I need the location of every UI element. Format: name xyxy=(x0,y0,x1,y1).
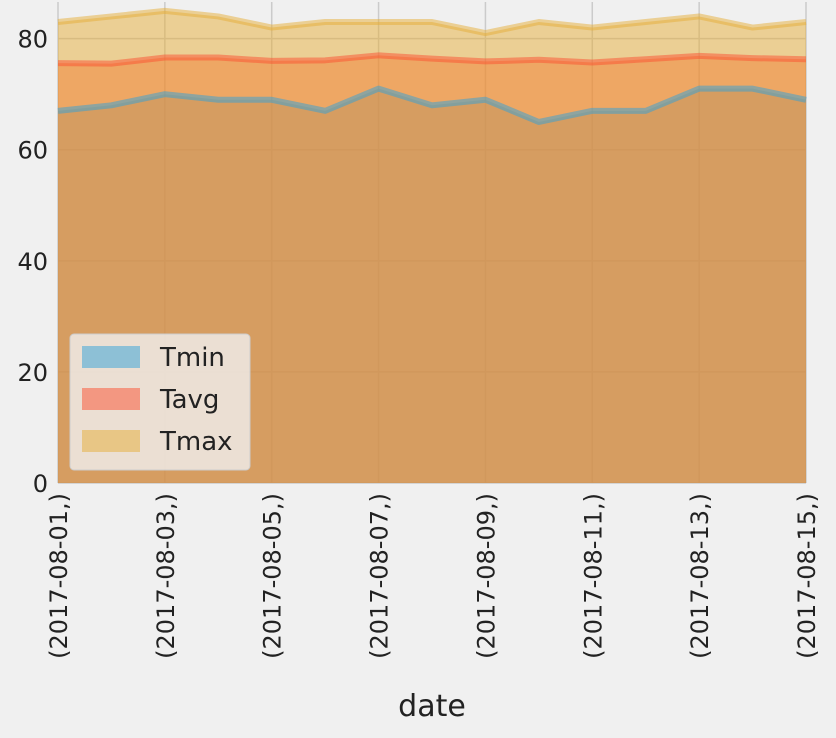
y-tick-label: 60 xyxy=(17,137,48,165)
legend-label-tmax: Tmax xyxy=(159,427,233,457)
x-tick-label: (2017-08-07,) xyxy=(366,493,394,659)
legend: Tmin Tavg Tmax xyxy=(70,334,250,470)
x-tick-label: (2017-08-03,) xyxy=(152,493,180,659)
legend-label-tmin: Tmin xyxy=(159,343,225,373)
y-tick-label: 80 xyxy=(17,26,48,54)
x-tick-label: (2017-08-05,) xyxy=(259,493,287,659)
x-axis-ticks: (2017-08-01,) (2017-08-03,) (2017-08-05,) (… xyxy=(45,493,821,659)
x-tick-label: (2017-08-01,) xyxy=(45,493,73,659)
legend-swatch-tmin xyxy=(82,346,140,368)
x-tick-label: (2017-08-15,) xyxy=(793,493,821,659)
x-tick-label: (2017-08-13,) xyxy=(686,493,714,659)
x-axis-label: date xyxy=(398,689,466,724)
y-tick-label: 40 xyxy=(17,248,48,276)
legend-label-tavg: Tavg xyxy=(159,385,219,415)
x-tick-label: (2017-08-11,) xyxy=(579,493,607,659)
legend-swatch-tmax xyxy=(82,430,140,452)
y-tick-label: 20 xyxy=(17,359,48,387)
x-tick-label: (2017-08-09,) xyxy=(472,493,500,659)
legend-swatch-tavg xyxy=(82,388,140,410)
